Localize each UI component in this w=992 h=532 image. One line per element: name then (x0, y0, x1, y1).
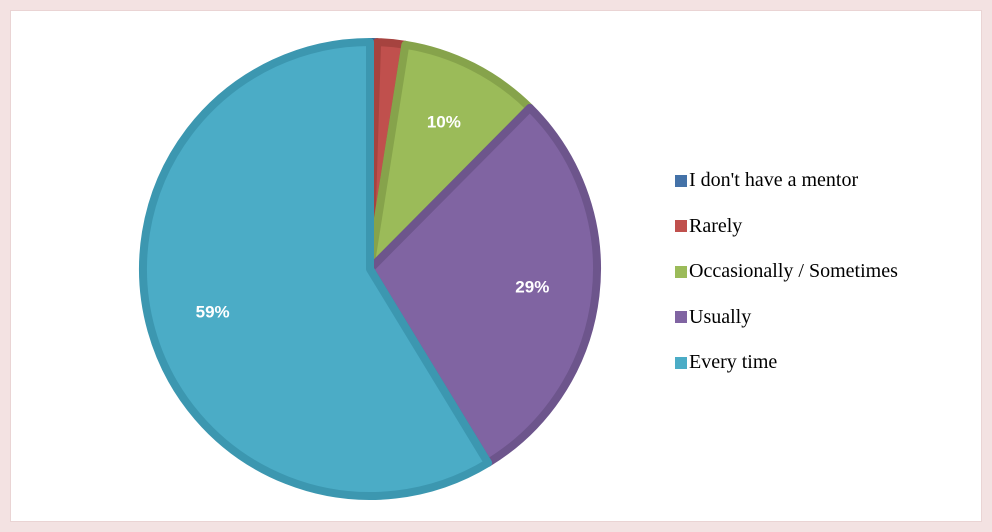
legend-label: Rarely (689, 214, 743, 237)
chart-area: 10% 29% 59% I don't have a mentor Rarely Occ… (10, 10, 982, 522)
legend: I don't have a mentor Rarely Occasionally … (675, 169, 898, 397)
legend-item-usually: Usually (675, 306, 898, 329)
data-label-every-time: 59% (196, 303, 230, 322)
legend-item-every-time: Every time (675, 351, 898, 374)
legend-swatch (675, 356, 687, 369)
pie-slice-usually (366, 103, 601, 467)
data-label-occasionally-sometimes: 10% (427, 113, 461, 132)
legend-swatch (675, 220, 687, 232)
data-label-usually: 29% (515, 278, 549, 297)
pie-chart: 10% 29% 59% (139, 38, 601, 500)
legend-item-rarely: Rarely (675, 215, 898, 238)
legend-label: Occasionally / Sometimes (689, 260, 898, 282)
legend-item-occasionally-sometimes: Occasionally / Sometimes (675, 260, 898, 283)
legend-label: Every time (689, 351, 778, 373)
legend-swatch (675, 265, 687, 278)
pie-slice-every-time (139, 38, 493, 500)
legend-item-i-don-t-have-a-mentor: I don't have a mentor (675, 169, 898, 192)
legend-label: Usually (689, 305, 752, 328)
legend-swatch (675, 174, 687, 187)
legend-label: I don't have a mentor (689, 169, 859, 191)
legend-swatch (675, 311, 687, 323)
pie-slice-occasionally-sometimes (366, 40, 534, 273)
